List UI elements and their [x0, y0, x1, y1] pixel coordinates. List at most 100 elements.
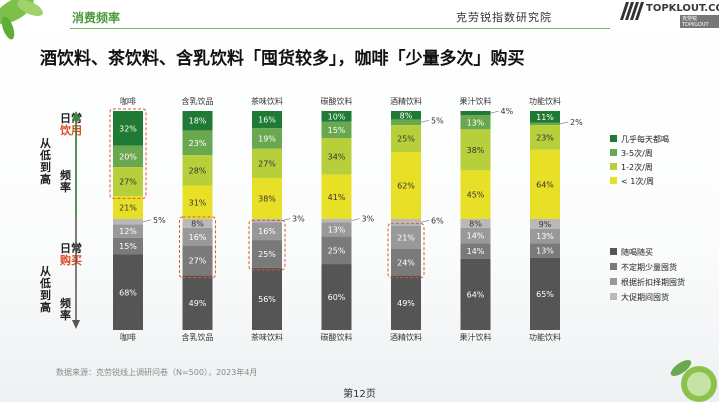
category-label-bottom: 碳酸饮料 [321, 332, 353, 342]
category-label-bottom: 茶味饮料 [251, 332, 283, 342]
bar-segment [182, 185, 213, 219]
bar-segment [460, 129, 491, 171]
category-label-top: 功能饮料 [529, 96, 561, 106]
bar-segment [391, 225, 421, 249]
callout-label: 5% [153, 216, 166, 225]
institute-name: 克劳锐指数研究院 [456, 11, 552, 24]
category-label-bottom: 咖啡 [120, 332, 136, 342]
data-label: 28% [189, 166, 207, 175]
side-label-drink-range: 从低到高 [40, 137, 51, 186]
bar-segment [252, 128, 282, 149]
bar-segment [321, 111, 352, 122]
axis-arrow-down [72, 320, 80, 329]
bar-segment [391, 248, 421, 276]
data-label: 32% [119, 124, 137, 133]
callout-label: 6% [431, 216, 444, 225]
leaf-decoration [0, 0, 43, 40]
callout-leader [351, 218, 360, 221]
bar-segment [530, 149, 560, 219]
highlight-box [387, 223, 425, 279]
bar-segment [391, 119, 421, 126]
bar-segment [530, 257, 560, 330]
callout-leader [142, 219, 152, 223]
bar-segment [321, 236, 352, 265]
bar-segment [460, 170, 491, 219]
data-label: 65% [536, 290, 554, 299]
data-label: 21% [119, 204, 137, 213]
brand-logo [620, 2, 644, 20]
bar-segment [530, 228, 560, 244]
bar-segment [252, 111, 282, 129]
legend-swatch [610, 278, 617, 285]
data-label: 45% [467, 191, 485, 200]
bar-segment [182, 155, 213, 186]
data-label: 20% [119, 152, 137, 161]
bar-segment [391, 152, 421, 219]
category-label-bottom: 果汁饮料 [460, 332, 492, 342]
legend-swatch [610, 293, 617, 300]
legend-label: 不定期少量囤货 [621, 262, 677, 272]
category-label-top: 含乳饮品 [182, 96, 214, 106]
legend-label: < 1次/周 [621, 176, 654, 186]
legend-label: 根据折扣择期囤货 [621, 277, 685, 287]
page-number: 第12页 [343, 389, 376, 400]
category-label-bottom: 酒精饮料 [390, 332, 422, 342]
data-label: 12% [119, 227, 137, 236]
data-label: 27% [189, 257, 207, 266]
category-label-top: 果汁饮料 [460, 96, 492, 106]
bar-segment [182, 227, 213, 246]
bar-segment [113, 254, 143, 330]
data-label: 27% [119, 178, 137, 187]
data-label: 8% [400, 111, 413, 120]
highlight-box [109, 108, 147, 199]
data-label: 56% [258, 295, 276, 304]
bar-segment [182, 245, 213, 276]
data-label: 8% [469, 219, 482, 228]
legend-label: 3-5次/周 [621, 148, 653, 158]
bar-segment [113, 224, 143, 238]
data-label: 23% [189, 139, 207, 148]
data-label: 25% [258, 250, 276, 259]
data-label: 10% [328, 112, 346, 121]
lime-decoration [670, 359, 717, 402]
callout-leader [420, 220, 430, 223]
data-source: 数据来源：克劳锐线上调研问卷（N=500），2023年4月 [56, 368, 258, 377]
bar-segment [113, 145, 143, 168]
bar-segment [113, 196, 143, 219]
side-label-buy-range: 从低到高 [40, 265, 51, 314]
category-label-top: 咖啡 [120, 96, 136, 106]
data-label: 25% [328, 246, 346, 255]
bar-segment [321, 264, 352, 330]
callout-leader [559, 121, 569, 125]
data-label: 49% [189, 299, 207, 308]
highlight-box [179, 216, 216, 279]
axis-arrow-up [72, 111, 80, 120]
bar-segment [252, 267, 282, 330]
bar-segment [460, 243, 491, 259]
legend-swatch [610, 177, 617, 184]
bar-segment [530, 122, 560, 126]
data-label: 14% [467, 247, 485, 256]
bar-segment [460, 115, 491, 130]
bar-segment [321, 121, 352, 138]
data-label: 49% [397, 299, 415, 308]
data-label: 13% [328, 225, 346, 234]
category-label-bottom: 功能饮料 [529, 332, 561, 342]
callout-label: 2% [570, 118, 583, 127]
data-label: 27% [258, 159, 276, 168]
bar-segment [252, 240, 282, 268]
data-label: 14% [467, 232, 485, 241]
legend-swatch [610, 263, 617, 270]
data-label: 23% [536, 133, 554, 142]
category-label-top: 酒精饮料 [390, 96, 422, 106]
bar-segment [321, 138, 352, 175]
bar-segment [530, 111, 560, 123]
data-label: 16% [189, 233, 207, 242]
data-label: 18% [189, 117, 207, 126]
bar-segment [530, 219, 560, 229]
bar-segment [391, 219, 421, 226]
data-label: 15% [328, 126, 346, 135]
data-label: 13% [536, 232, 554, 241]
legend-label: 大促期间囤货 [621, 292, 669, 302]
bar-segment [530, 125, 560, 150]
